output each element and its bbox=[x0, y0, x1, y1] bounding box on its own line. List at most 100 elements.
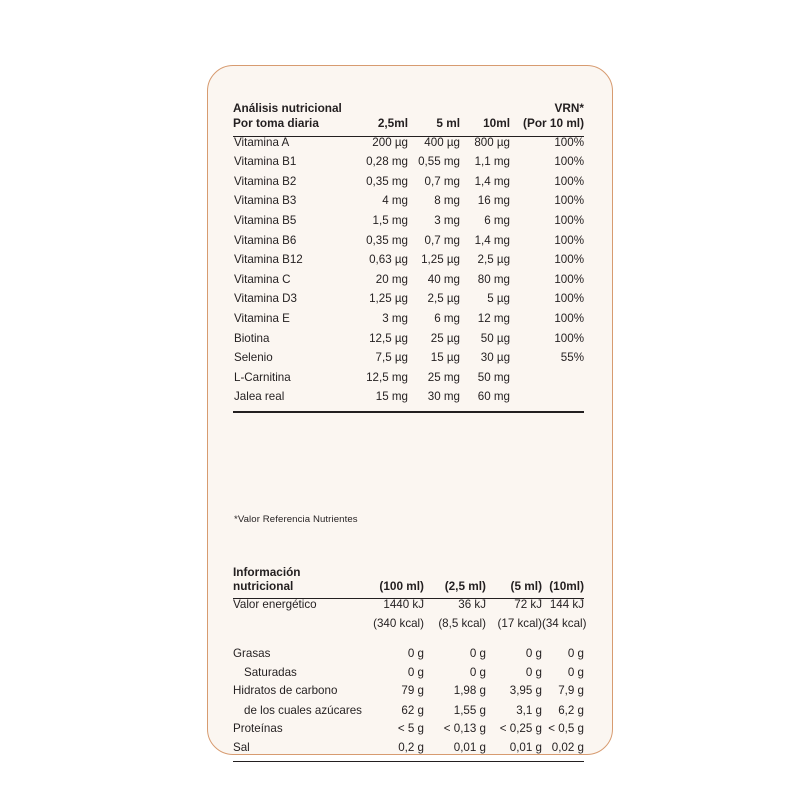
vitamin-name: L-Carnitina bbox=[234, 370, 291, 384]
table-row: Vitamina D3 1,25 µg 2,5 µg 5 µg 100% bbox=[233, 293, 584, 313]
vitamin-value-vrn: 100% bbox=[554, 155, 585, 169]
vitamin-col-header-10ml: 10ml bbox=[483, 115, 511, 130]
vitamin-value-2-5ml: 200 µg bbox=[372, 135, 408, 149]
table-row: Vitamina E 3 mg 6 mg 12 mg 100% bbox=[233, 313, 584, 333]
nutrient-value-100ml: 0 g bbox=[407, 646, 424, 660]
nutrient-value-2-5ml: 1,98 g bbox=[453, 684, 486, 698]
table-row: Vitamina B6 0,35 mg 0,7 mg 1,4 mg 100% bbox=[233, 233, 585, 255]
vitamin-value-10ml: 1,1 mg bbox=[474, 155, 511, 169]
vitamin-value-vrn: 100% bbox=[554, 194, 585, 208]
vitamin-value-2-5ml: 4 mg bbox=[382, 194, 408, 208]
vitamin-value-2-5ml: 12,5 µg bbox=[369, 331, 408, 345]
vitamin-value-5ml: 400 µg bbox=[424, 135, 460, 149]
vitamin-name: Selenio bbox=[234, 351, 273, 365]
vitamin-value-10ml: 16 mg bbox=[477, 194, 511, 208]
vitamin-value-5ml: 1,25 µg bbox=[421, 253, 460, 267]
vitamin-table-row-header: Por toma diaria bbox=[233, 115, 319, 130]
vitamin-value-2-5ml: 0,63 µg bbox=[369, 253, 408, 267]
nutrient-name: Valor energético bbox=[233, 598, 317, 611]
vitamin-table-header-rule bbox=[233, 131, 585, 137]
nutrient-value-10ml: < 0,5 g bbox=[548, 721, 584, 735]
vitamin-value-10ml: 50 mg bbox=[477, 370, 511, 384]
vitamin-value-10ml: 50 µg bbox=[480, 331, 511, 345]
vitamin-name: Vitamina B12 bbox=[234, 253, 303, 267]
vitamin-value-2-5ml: 12,5 mg bbox=[366, 370, 408, 384]
nutrient-value-5ml: 72 kJ bbox=[514, 598, 542, 611]
nutrient-value-2-5ml: 36 kJ bbox=[458, 598, 486, 611]
vitamin-value-5ml: 30 mg bbox=[427, 390, 460, 404]
nutrition-table-title-line1: Información bbox=[233, 565, 301, 579]
nutrient-value-100ml: 0,2 g bbox=[398, 740, 424, 754]
table-row: Proteínas < 5 g < 0,13 g < 0,25 g < 0,5 … bbox=[233, 721, 584, 742]
vitamin-col-header-per-10ml: (Por 10 ml) bbox=[523, 115, 585, 130]
vitamin-table-title-row: Análisis nutricional VRN* bbox=[233, 102, 584, 118]
nutrient-name: Grasas bbox=[233, 646, 271, 660]
nutrient-value-100ml: 62 g bbox=[401, 703, 424, 717]
vitamin-value-vrn: 100% bbox=[554, 233, 585, 247]
table-row: Vitamina B3 4 mg 8 mg 16 mg 100% bbox=[233, 195, 584, 215]
vitamin-value-2-5ml: 0,35 mg bbox=[366, 233, 408, 247]
vitamin-name: Vitamina D3 bbox=[234, 292, 297, 306]
vitamin-value-10ml: 1,4 mg bbox=[474, 174, 511, 188]
vitamin-value-10ml: 12 mg bbox=[477, 311, 511, 325]
nutrient-name: Hidratos de carbono bbox=[233, 684, 338, 698]
vitamin-name: Vitamina B3 bbox=[234, 194, 297, 208]
nutrition-table-header-row: Información nutricional (100 ml) (2,5 ml… bbox=[233, 565, 584, 593]
vitamin-name: Vitamina C bbox=[234, 272, 291, 286]
vitamin-value-2-5ml: 3 mg bbox=[382, 311, 408, 325]
table-row: Biotina 12,5 µg 25 µg 50 µg 100% bbox=[233, 331, 584, 353]
nutrient-value-5ml: < 0,25 g bbox=[499, 721, 542, 735]
nutrition-information-table: Información nutricional (100 ml) (2,5 ml… bbox=[233, 565, 587, 767]
vitamin-value-10ml: 60 mg bbox=[477, 390, 511, 404]
nutrient-value-5ml: 0 g bbox=[525, 666, 542, 680]
vitamin-value-vrn: 100% bbox=[554, 272, 585, 286]
vitamin-value-2-5ml: 1,25 µg bbox=[369, 292, 408, 306]
table-row: Vitamina A 200 µg 400 µg 800 µg 100% bbox=[233, 136, 584, 156]
nutrient-value-2-5ml: (8,5 kcal) bbox=[438, 617, 486, 631]
nutrient-value-100ml: 79 g bbox=[401, 684, 424, 698]
nutrient-value-5ml: 3,95 g bbox=[509, 684, 542, 698]
vrn-footnote: *Valor Referencia Nutrientes bbox=[234, 514, 358, 525]
nutrition-col-header-100ml: (100 ml) bbox=[379, 578, 424, 593]
nutrition-table-title-line2: nutricional bbox=[233, 578, 294, 593]
table-row: Sal 0,2 g 0,01 g 0,01 g 0,02 g bbox=[233, 742, 584, 762]
vitamin-value-5ml: 8 mg bbox=[434, 194, 460, 208]
vitamin-value-vrn: 100% bbox=[554, 213, 585, 227]
vitamin-value-2-5ml: 0,35 mg bbox=[366, 174, 408, 188]
vitamin-value-10ml: 30 µg bbox=[480, 351, 511, 365]
vitamin-name: Vitamina B6 bbox=[234, 233, 297, 247]
vitamin-value-5ml: 2,5 µg bbox=[427, 292, 460, 306]
table-row: Hidratos de carbono 79 g 1,98 g 3,95 g 7… bbox=[233, 685, 584, 704]
vitamin-value-2-5ml: 1,5 mg bbox=[372, 213, 408, 227]
vitamin-analysis-table: Análisis nutricional VRN* Por toma diari… bbox=[233, 102, 585, 423]
nutrient-value-100ml: 0 g bbox=[407, 666, 424, 680]
vitamin-value-2-5ml: 20 mg bbox=[375, 272, 408, 286]
table-row: Jalea real 15 mg 30 mg 60 mg bbox=[233, 391, 584, 412]
table-row: L-Carnitina 12,5 mg 25 mg 50 mg bbox=[233, 372, 584, 392]
nutrient-value-10ml: (34 kcal) bbox=[542, 617, 587, 631]
vitamin-value-5ml: 0,55 mg bbox=[418, 155, 460, 169]
vitamin-name: Vitamina B5 bbox=[234, 213, 297, 227]
nutrient-value-100ml: < 5 g bbox=[397, 721, 424, 735]
vitamin-name: Vitamina B2 bbox=[234, 174, 297, 188]
vitamin-value-5ml: 40 mg bbox=[427, 272, 460, 286]
nutrition-table-title: Información nutricional bbox=[233, 565, 364, 593]
vitamin-value-2-5ml: 0,28 mg bbox=[366, 155, 408, 169]
nutrient-value-5ml: 3,1 g bbox=[516, 703, 542, 717]
table-row: Vitamina B1 0,28 mg 0,55 mg 1,1 mg 100% bbox=[233, 156, 584, 176]
table-row: Vitamina C 20 mg 40 mg 80 mg 100% bbox=[233, 274, 584, 294]
vitamin-name: Vitamina E bbox=[234, 311, 290, 325]
vitamin-value-5ml: 0,7 mg bbox=[424, 174, 460, 188]
vitamin-value-2-5ml: 15 mg bbox=[375, 390, 408, 404]
vitamin-table-bottom-rule bbox=[233, 410, 585, 423]
nutrient-value-2-5ml: 0 g bbox=[469, 666, 486, 680]
nutrient-name: Proteínas bbox=[233, 721, 283, 735]
nutrient-value-100ml: 1440 kJ bbox=[383, 598, 424, 611]
nutrient-name: Sal bbox=[233, 740, 250, 754]
vitamin-value-10ml: 6 mg bbox=[484, 213, 511, 227]
vitamin-table-column-header-row: Por toma diaria 2,5ml 5 ml 10ml (Por 10 … bbox=[233, 115, 585, 132]
vitamin-col-header-5ml: 5 ml bbox=[436, 115, 460, 130]
nutrient-value-5ml: 0 g bbox=[525, 646, 542, 660]
nutrient-value-2-5ml: < 0,13 g bbox=[443, 721, 486, 735]
vitamin-value-vrn: 55% bbox=[560, 351, 585, 365]
